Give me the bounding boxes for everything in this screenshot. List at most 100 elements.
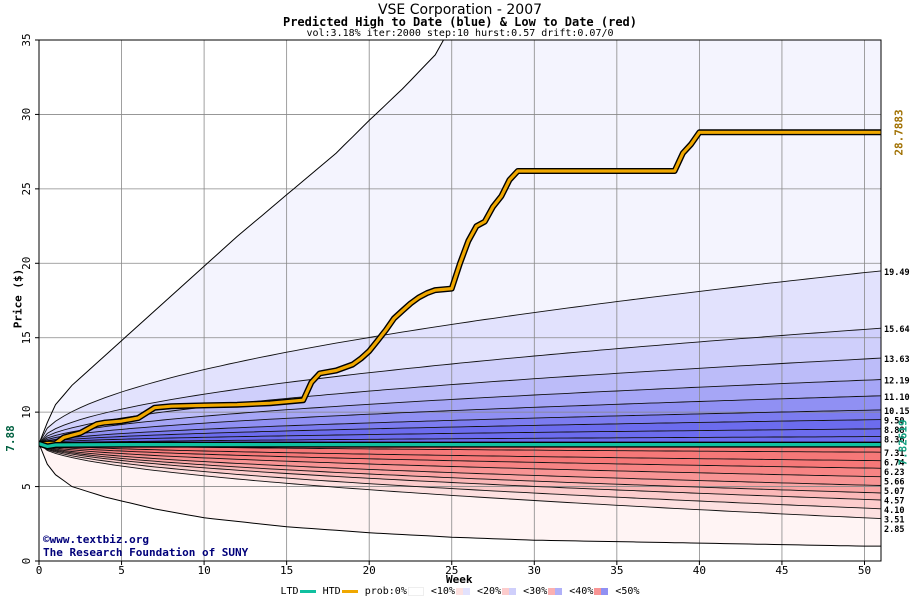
chart-subtitle: Predicted High to Date (blue) & Low to D… xyxy=(282,15,637,29)
legend: LTD HTD prob:0% <10% <20% <30% <40% <50% xyxy=(0,586,920,597)
legend-htd-line xyxy=(341,589,358,593)
x-tick-label-35: 35 xyxy=(610,564,623,577)
end-low-label: 7.82619 xyxy=(896,419,910,466)
low-quantile-line-7 xyxy=(39,443,881,510)
y-tick-label-20: 20 xyxy=(20,257,33,270)
low-end-label-1: 6.74 xyxy=(884,459,904,469)
high-quantile-line-0 xyxy=(39,270,881,444)
low-end-label-5: 4.57 xyxy=(884,497,904,507)
high-end-label-6: 9.50 xyxy=(884,417,904,427)
low-end-label-7: 3.51 xyxy=(884,516,904,526)
start-price-label: 7.88 xyxy=(3,425,17,452)
high-end-label-3: 12.19 xyxy=(884,377,910,387)
low-end-label-0: 7.31 xyxy=(884,449,904,459)
high-band-1 xyxy=(39,270,881,444)
low-quantile-line-3 xyxy=(39,443,881,478)
legend-htd-label: HTD xyxy=(322,586,341,597)
legend-swatch-40 xyxy=(594,587,609,595)
low-quantile-line-6 xyxy=(39,443,881,501)
legend-bin-20: <20% xyxy=(477,586,502,597)
legend-swatch-10 xyxy=(455,587,470,595)
high-end-label-5: 10.15 xyxy=(884,407,910,417)
low-quantile-line-8 xyxy=(39,443,881,520)
plot-frame xyxy=(38,39,882,562)
probability-bands xyxy=(39,40,881,547)
legend-bin-10: <10% xyxy=(430,586,455,597)
high-quantile-line-5 xyxy=(39,409,881,445)
high-quantile-line-4 xyxy=(39,395,881,445)
outer-high-envelope xyxy=(39,40,881,444)
high-quantile-line-8 xyxy=(39,436,881,445)
x-axis-label: Week xyxy=(446,573,473,586)
x-tick-label-50: 50 xyxy=(858,564,871,577)
x-tick-label-5: 5 xyxy=(118,564,125,577)
y-tick-label-0: 0 xyxy=(20,558,33,565)
low-quantile-line-5 xyxy=(39,443,881,494)
high-end-label-7: 8.88 xyxy=(884,426,904,436)
high-quantile-line-1 xyxy=(39,327,881,444)
high-band-0 xyxy=(39,40,881,444)
high-band-7 xyxy=(39,419,881,444)
legend-swatch-30 xyxy=(548,587,563,595)
high-end-label-1: 15.64 xyxy=(884,325,910,335)
y-tick-label-5: 5 xyxy=(20,483,33,490)
low-quantile-line-2 xyxy=(39,443,881,469)
high-quantile-line-2 xyxy=(39,357,881,445)
y-tick-label-25: 25 xyxy=(20,182,33,195)
high-end-label-2: 13.63 xyxy=(884,355,910,365)
high-end-label-0: 19.49 xyxy=(884,268,910,278)
high-quantile-line-3 xyxy=(39,379,881,445)
low-band-6 xyxy=(39,443,881,500)
y-tick-label-35: 35 xyxy=(20,33,33,46)
high-band-3 xyxy=(39,358,881,444)
credit-url: ©www.textbiz.org xyxy=(43,533,149,546)
low-end-label-4: 5.07 xyxy=(884,487,904,497)
low-quantile-line-1 xyxy=(39,443,881,462)
low-end-label-3: 5.66 xyxy=(884,478,904,488)
end-high-label: 28.7883 xyxy=(892,109,906,156)
legend-swatch-0 xyxy=(407,586,424,596)
credit-org: The Research Foundation of SUNY xyxy=(43,546,249,559)
htd-line xyxy=(39,130,881,446)
y-tick-label-10: 10 xyxy=(20,406,33,419)
low-band-3 xyxy=(39,443,881,477)
low-band-2 xyxy=(39,443,881,469)
quantile-end-labels: 19.49 15.64 13.63 12.19 11.10 10.159.508.888.… xyxy=(884,268,910,535)
high-end-label-8: 8.36 xyxy=(884,436,904,446)
high-end-label-4: 11.10 xyxy=(884,393,910,403)
y-tick-label-15: 15 xyxy=(20,331,33,344)
x-tick-label-40: 40 xyxy=(693,564,706,577)
chart-title: VSE Corporation - 2007 xyxy=(377,2,543,18)
series-lines xyxy=(39,129,881,450)
y-axis-label: Price ($) xyxy=(11,268,25,329)
x-tick-label-0: 0 xyxy=(36,564,43,577)
low-end-label-8: 2.85 xyxy=(884,525,904,535)
outer-low-envelope xyxy=(39,443,881,547)
y-tick-label-30: 30 xyxy=(20,108,33,121)
low-end-label-2: 6.23 xyxy=(884,468,904,478)
legend-ltd-label: LTD xyxy=(280,586,299,597)
legend-swatch-20 xyxy=(502,587,517,595)
high-band-4 xyxy=(39,379,881,444)
high-band-2 xyxy=(39,328,881,444)
low-band-9 xyxy=(39,443,881,547)
high-quantile-line-7 xyxy=(39,428,881,445)
legend-bin-50: <50% xyxy=(615,586,640,597)
low-quantile-line-4 xyxy=(39,443,881,486)
quantile-lines xyxy=(39,40,881,547)
high-quantile-line-6 xyxy=(39,419,881,445)
simulation-parameters: vol:3.18% iter:2000 step:10 hurst:0.57 d… xyxy=(306,28,614,39)
x-tick-label-25: 25 xyxy=(445,564,458,577)
low-band-5 xyxy=(39,443,881,493)
low-end-label-6: 4.10 xyxy=(884,506,904,516)
x-tick-label-45: 45 xyxy=(775,564,788,577)
legend-bin-30: <30% xyxy=(523,586,548,597)
legend-ltd-line xyxy=(299,589,316,593)
low-band-4 xyxy=(39,443,881,486)
legend-bin-40: <40% xyxy=(569,586,594,597)
x-tick-label-10: 10 xyxy=(197,564,210,577)
x-tick-label-15: 15 xyxy=(280,564,293,577)
legend-prob-label: prob:0% xyxy=(364,586,407,597)
x-tick-label-30: 30 xyxy=(528,564,541,577)
